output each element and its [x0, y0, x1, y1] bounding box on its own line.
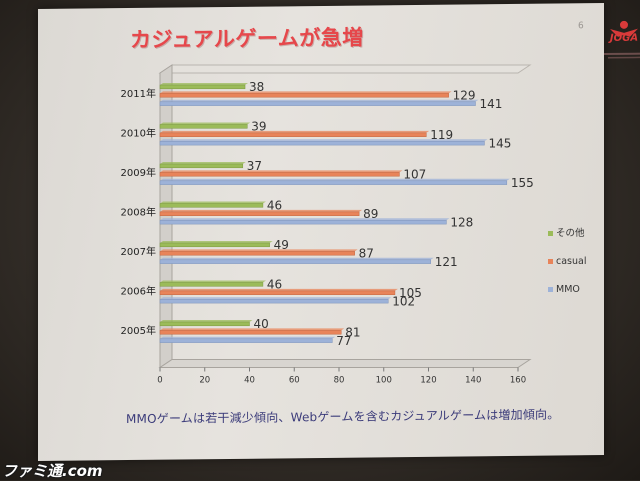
- bar-top-face: [160, 201, 266, 204]
- data-label: 129: [453, 88, 476, 102]
- x-tick-label: 60: [289, 376, 300, 386]
- bar: [159, 124, 248, 129]
- data-label: 102: [392, 294, 415, 308]
- data-label: 87: [359, 246, 374, 260]
- bar: [159, 172, 400, 177]
- bar-top-face: [160, 320, 253, 322]
- chart-bars: [159, 83, 510, 343]
- x-tick-label: 100: [376, 376, 392, 386]
- category-label: 2009年: [121, 166, 156, 179]
- data-label: 39: [251, 120, 266, 134]
- x-tick-label: 20: [199, 376, 210, 386]
- bar-top-face: [160, 170, 403, 173]
- bar: [159, 242, 270, 248]
- legend-swatch: [548, 287, 553, 292]
- bar-top-face: [160, 83, 249, 85]
- data-label: 105: [399, 286, 422, 300]
- bar-top-face: [160, 249, 358, 252]
- joga-logo-mark-icon: [604, 20, 640, 59]
- legend-label: casual: [556, 256, 586, 267]
- bar-top-face: [160, 122, 251, 125]
- category-label: 2006年: [121, 285, 156, 298]
- data-label: 46: [267, 278, 282, 292]
- chart-legend: その他 casual MMO: [548, 227, 586, 295]
- bar-top-face: [160, 91, 452, 94]
- bar: [159, 132, 427, 137]
- data-label: 89: [363, 207, 378, 221]
- bar: [159, 101, 476, 106]
- bar-top-face: [160, 99, 479, 102]
- category-label: 2007年: [121, 245, 156, 258]
- x-tick-label: 40: [244, 376, 255, 386]
- bar: [159, 251, 355, 256]
- bar: [159, 203, 264, 208]
- bar-top-face: [160, 139, 488, 142]
- joga-logo: JOGA: [600, 19, 640, 64]
- category-label: 2011年: [121, 87, 156, 100]
- bar: [159, 141, 485, 146]
- x-tick-label: 140: [465, 376, 481, 386]
- x-tick-label: 0: [157, 376, 162, 386]
- bar: [159, 290, 396, 295]
- data-label: 145: [488, 136, 511, 150]
- category-label: 2005年: [121, 324, 156, 337]
- data-label: 38: [249, 80, 264, 94]
- data-label: 107: [403, 167, 426, 181]
- bar: [159, 282, 264, 287]
- bar: [159, 180, 508, 185]
- data-label: 81: [345, 325, 360, 339]
- legend-label: その他: [556, 227, 585, 239]
- bar-top-face: [160, 288, 398, 291]
- bar: [159, 338, 333, 343]
- bar-top-face: [160, 130, 430, 133]
- x-tick-label: 160: [510, 376, 526, 386]
- data-label: 49: [274, 238, 289, 252]
- bar: [159, 211, 360, 216]
- data-label: 155: [511, 176, 534, 190]
- bar-top-face: [160, 162, 246, 164]
- bar: [159, 84, 246, 90]
- bar: [159, 163, 244, 169]
- data-label: 119: [430, 128, 453, 142]
- chart-frame-top: [158, 64, 532, 74]
- data-label: 128: [450, 215, 473, 229]
- category-label: 2010年: [121, 127, 156, 140]
- bar: [159, 321, 250, 327]
- data-label: 46: [267, 199, 282, 213]
- bar: [159, 259, 431, 264]
- chart-frame-floor: [158, 359, 532, 368]
- bar-top-face: [160, 257, 434, 260]
- x-tick-label: 120: [420, 376, 436, 386]
- watermark-logo: ファミ通.com: [2, 462, 103, 480]
- bar: [159, 93, 449, 98]
- bar-top-face: [160, 209, 363, 212]
- bar-top-face: [160, 336, 336, 339]
- legend-label: MMO: [556, 284, 580, 295]
- bar: [159, 220, 447, 225]
- legend-swatch: [548, 231, 553, 236]
- bar: [159, 330, 342, 335]
- data-label: 40: [254, 317, 269, 331]
- data-label: 141: [479, 97, 502, 111]
- bar-top-face: [160, 328, 345, 331]
- presentation-slide: カジュアルゲームが急増 6 JOGA MMOゲームは若干減少傾向、Webゲームを…: [38, 3, 640, 461]
- bar-top-face: [160, 241, 273, 243]
- bar-top-face: [160, 280, 266, 283]
- data-label: 121: [435, 255, 458, 269]
- bar-top-face: [160, 297, 392, 300]
- legend-swatch: [548, 259, 553, 264]
- data-label: 37: [247, 159, 262, 173]
- x-tick-label: 80: [334, 376, 345, 386]
- category-label: 2008年: [121, 206, 156, 219]
- bar: [159, 299, 389, 304]
- data-label: 77: [336, 334, 351, 348]
- bar-top-face: [160, 178, 510, 181]
- bar-top-face: [160, 218, 450, 221]
